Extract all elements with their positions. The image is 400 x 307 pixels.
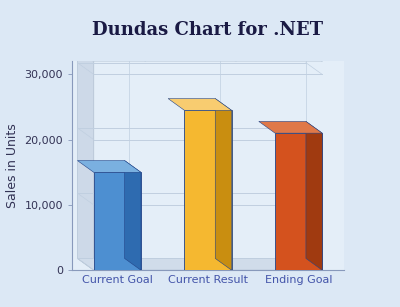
Text: Dundas Chart for .NET: Dundas Chart for .NET	[92, 21, 324, 40]
Polygon shape	[184, 110, 232, 270]
Polygon shape	[78, 50, 94, 270]
Polygon shape	[215, 99, 232, 270]
Polygon shape	[259, 121, 322, 133]
Polygon shape	[168, 99, 232, 110]
Polygon shape	[78, 258, 322, 270]
Polygon shape	[306, 121, 322, 270]
Polygon shape	[124, 161, 141, 270]
Polygon shape	[94, 172, 141, 270]
Polygon shape	[78, 161, 141, 172]
Polygon shape	[78, 50, 322, 61]
Polygon shape	[275, 133, 322, 270]
Y-axis label: Sales in Units: Sales in Units	[6, 123, 19, 208]
